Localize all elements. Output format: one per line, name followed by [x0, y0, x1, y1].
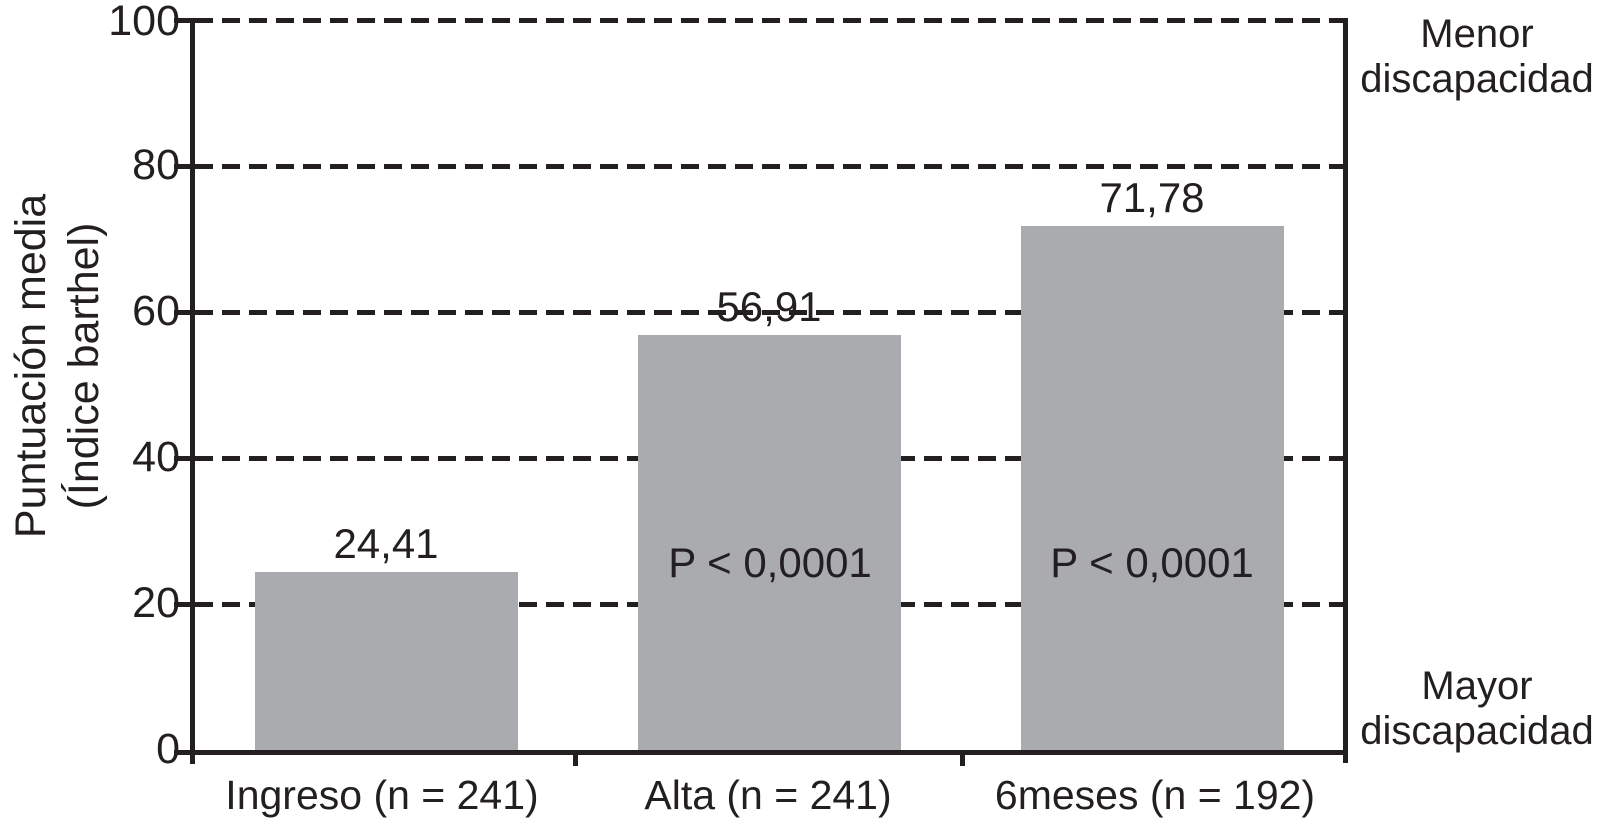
y-tick-60 [174, 310, 191, 315]
gridline-60 [195, 310, 1343, 315]
y-tick-20 [174, 602, 191, 607]
gridline-100 [195, 18, 1343, 23]
y-axis-title-line1: Puntuación media [7, 193, 55, 539]
p-value-label-alta: P < 0,0001 [668, 539, 872, 586]
y-tick-label-100: 100 [108, 0, 180, 45]
bar-value-ingreso: 24,41 [333, 520, 439, 567]
bar-value-alta: 56,91 [716, 283, 822, 330]
x-axis-baseline [174, 750, 1348, 755]
x-label-ingreso: Ingreso (n = 241) [225, 772, 539, 818]
p-value-label-6meses: P < 0,0001 [1050, 539, 1254, 586]
y-tick-label-40: 40 [132, 433, 180, 481]
annotation-mayor-line2: discapacidad [1360, 709, 1594, 753]
y-axis-title-line2: (Índice barthel) [60, 222, 108, 510]
x-label-alta: Alta (n = 241) [644, 772, 892, 818]
x-tick-2 [960, 752, 965, 766]
y-tick-label-20: 20 [132, 579, 180, 627]
annotation-mayor-discapacidad: Mayor discapacidad [1350, 664, 1604, 754]
y-tick-0 [174, 750, 191, 755]
bar-ingreso [255, 572, 518, 750]
y-tick-100 [174, 18, 191, 23]
gridline-80 [195, 164, 1343, 169]
bar-alta [638, 335, 901, 750]
x-label-6meses: 6meses (n = 192) [994, 772, 1316, 818]
annotation-menor-line1: Menor [1420, 12, 1534, 56]
y-tick-label-0: 0 [156, 725, 180, 773]
bar-value-6meses: 71,78 [1099, 174, 1205, 221]
y-tick-40 [174, 456, 191, 461]
x-tick-1 [573, 752, 578, 766]
y-tick-label-60: 60 [132, 287, 180, 335]
y-axis-title: Puntuación media (Índice barthel) [5, 194, 111, 538]
y-axis-left [190, 18, 195, 764]
y-tick-label-80: 80 [132, 141, 180, 189]
y-axis-right [1343, 18, 1348, 763]
annotation-mayor-line1: Mayor [1421, 664, 1533, 708]
annotation-menor-line2: discapacidad [1360, 57, 1594, 101]
y-tick-80 [174, 164, 191, 169]
bar-6meses [1021, 226, 1284, 750]
annotation-menor-discapacidad: Menor discapacidad [1350, 12, 1604, 102]
